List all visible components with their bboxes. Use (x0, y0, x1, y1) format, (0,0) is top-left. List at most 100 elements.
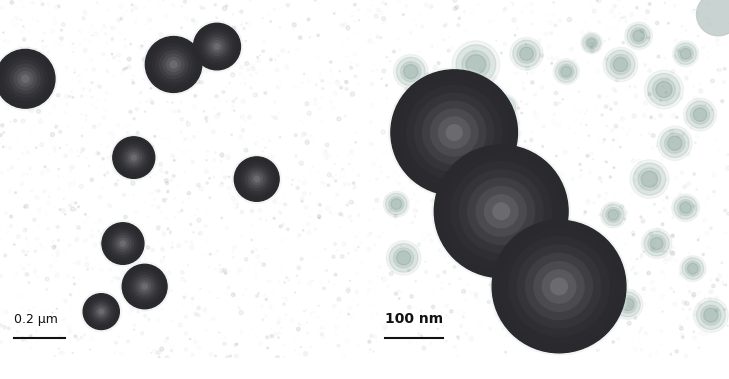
Circle shape (42, 41, 43, 42)
Circle shape (606, 251, 609, 254)
Circle shape (542, 179, 545, 182)
Circle shape (7, 327, 10, 330)
Circle shape (350, 66, 353, 69)
Circle shape (516, 121, 520, 124)
Ellipse shape (630, 160, 669, 199)
Circle shape (725, 285, 727, 286)
Circle shape (200, 81, 203, 84)
Circle shape (238, 306, 240, 308)
Ellipse shape (400, 93, 443, 136)
Circle shape (515, 72, 518, 75)
Circle shape (670, 287, 673, 290)
Circle shape (184, 348, 187, 351)
Circle shape (370, 142, 373, 146)
Circle shape (443, 271, 446, 274)
Circle shape (498, 306, 502, 310)
Circle shape (403, 66, 404, 67)
Circle shape (695, 209, 696, 210)
Circle shape (246, 68, 250, 71)
Circle shape (239, 310, 243, 315)
Circle shape (332, 176, 334, 179)
Circle shape (424, 89, 426, 92)
Circle shape (322, 287, 325, 290)
Circle shape (557, 349, 561, 354)
Circle shape (61, 29, 63, 31)
Circle shape (590, 46, 593, 48)
Circle shape (587, 110, 588, 111)
Circle shape (90, 81, 93, 84)
Circle shape (131, 9, 134, 12)
Circle shape (650, 280, 654, 284)
Circle shape (453, 265, 456, 268)
Circle shape (348, 253, 349, 254)
Circle shape (510, 146, 514, 150)
Circle shape (346, 289, 350, 293)
Circle shape (111, 156, 112, 157)
Circle shape (526, 318, 528, 320)
Circle shape (458, 339, 459, 340)
Circle shape (496, 298, 498, 300)
Circle shape (163, 87, 166, 90)
Circle shape (566, 299, 570, 303)
Circle shape (284, 203, 286, 206)
Circle shape (666, 196, 668, 199)
Circle shape (434, 137, 437, 141)
Circle shape (2, 146, 4, 148)
Circle shape (428, 118, 432, 122)
Ellipse shape (650, 237, 663, 250)
Circle shape (165, 171, 168, 174)
Circle shape (262, 151, 263, 152)
Circle shape (405, 88, 408, 91)
Circle shape (190, 354, 194, 357)
Circle shape (100, 242, 103, 245)
Ellipse shape (485, 195, 518, 228)
Ellipse shape (166, 58, 181, 72)
Circle shape (589, 152, 593, 156)
Circle shape (640, 349, 643, 351)
Circle shape (112, 38, 113, 39)
Circle shape (445, 314, 448, 316)
Circle shape (382, 277, 386, 281)
Ellipse shape (492, 220, 626, 353)
Ellipse shape (606, 50, 635, 79)
Circle shape (40, 171, 44, 175)
Circle shape (190, 223, 192, 226)
Circle shape (651, 247, 655, 251)
Circle shape (320, 326, 324, 330)
Ellipse shape (133, 276, 156, 298)
Circle shape (392, 249, 394, 250)
Circle shape (448, 139, 452, 143)
Circle shape (612, 87, 615, 91)
Circle shape (497, 187, 499, 188)
Circle shape (142, 289, 146, 293)
Circle shape (225, 227, 229, 230)
Ellipse shape (232, 155, 281, 204)
Circle shape (139, 45, 144, 50)
Ellipse shape (644, 231, 669, 256)
Circle shape (310, 135, 311, 136)
Circle shape (609, 273, 611, 275)
Circle shape (139, 297, 142, 300)
Circle shape (562, 99, 564, 100)
Circle shape (29, 310, 30, 311)
Circle shape (652, 147, 653, 149)
Circle shape (234, 343, 237, 346)
Circle shape (530, 59, 534, 62)
Ellipse shape (608, 210, 619, 220)
Circle shape (583, 300, 585, 302)
Circle shape (514, 34, 516, 36)
Circle shape (510, 302, 513, 305)
Circle shape (278, 280, 280, 282)
Circle shape (356, 304, 359, 306)
Ellipse shape (122, 264, 167, 309)
Circle shape (590, 357, 591, 358)
Circle shape (319, 204, 321, 206)
Circle shape (569, 47, 573, 51)
Circle shape (696, 189, 697, 190)
Circle shape (52, 312, 53, 313)
Circle shape (298, 323, 301, 326)
Circle shape (296, 186, 299, 190)
Circle shape (55, 273, 59, 277)
Ellipse shape (690, 105, 710, 124)
Circle shape (504, 145, 505, 147)
